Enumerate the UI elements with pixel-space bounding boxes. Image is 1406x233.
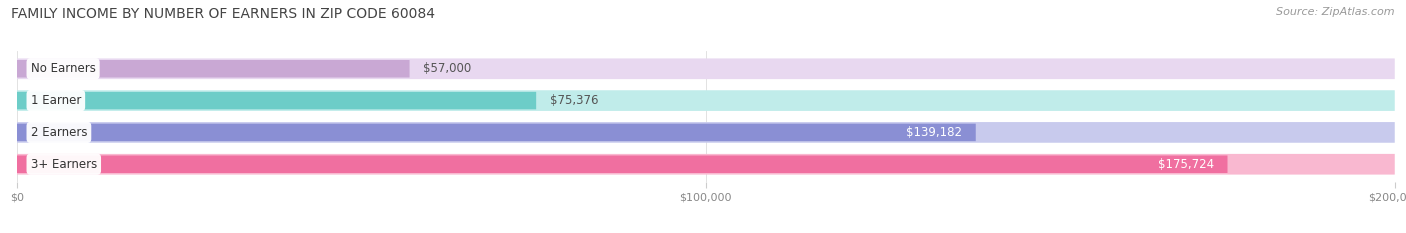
FancyBboxPatch shape bbox=[17, 92, 536, 109]
FancyBboxPatch shape bbox=[17, 154, 1395, 175]
FancyBboxPatch shape bbox=[17, 60, 409, 78]
FancyBboxPatch shape bbox=[17, 122, 1395, 143]
Text: Source: ZipAtlas.com: Source: ZipAtlas.com bbox=[1277, 7, 1395, 17]
Text: 2 Earners: 2 Earners bbox=[31, 126, 87, 139]
Text: $175,724: $175,724 bbox=[1157, 158, 1213, 171]
Text: $57,000: $57,000 bbox=[423, 62, 471, 75]
Text: $75,376: $75,376 bbox=[550, 94, 599, 107]
Text: 1 Earner: 1 Earner bbox=[31, 94, 82, 107]
Text: $139,182: $139,182 bbox=[905, 126, 962, 139]
FancyBboxPatch shape bbox=[17, 58, 1395, 79]
FancyBboxPatch shape bbox=[17, 124, 976, 141]
FancyBboxPatch shape bbox=[17, 155, 1227, 173]
Text: No Earners: No Earners bbox=[31, 62, 96, 75]
Text: FAMILY INCOME BY NUMBER OF EARNERS IN ZIP CODE 60084: FAMILY INCOME BY NUMBER OF EARNERS IN ZI… bbox=[11, 7, 436, 21]
FancyBboxPatch shape bbox=[17, 90, 1395, 111]
Text: 3+ Earners: 3+ Earners bbox=[31, 158, 97, 171]
